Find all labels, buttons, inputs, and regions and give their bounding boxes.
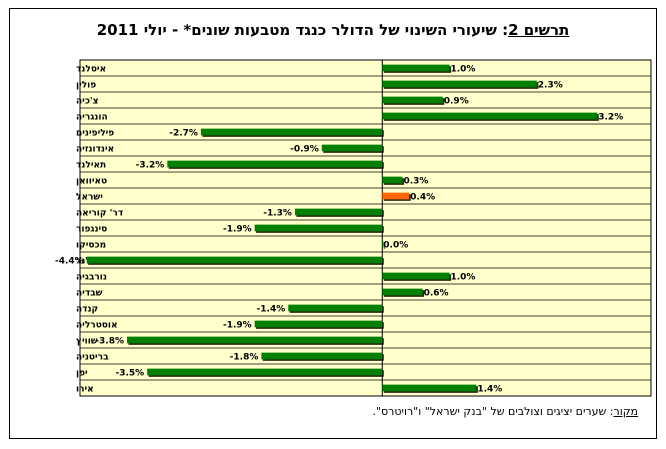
category-label: טאיוואן: [76, 177, 107, 187]
category-label: אוסטרליה: [76, 321, 118, 331]
category-label: בריטניה: [76, 353, 109, 363]
category-label: תאילנד: [76, 161, 106, 171]
category-label: סינגפור: [76, 225, 107, 235]
data-label: -3.5%: [115, 369, 144, 379]
bar: [86, 256, 383, 264]
data-label: -3.2%: [136, 161, 165, 171]
data-label: -0.9%: [290, 145, 319, 155]
data-label: -2.7%: [169, 129, 198, 139]
category-label: הונגריה: [76, 113, 108, 123]
bar: [294, 208, 383, 216]
category-label: ישראל: [76, 193, 103, 203]
bar: [147, 368, 383, 376]
category-label: קנדה: [76, 305, 98, 315]
category-label: פיליפינים: [76, 129, 114, 139]
bar: [382, 240, 384, 248]
data-label: -1.9%: [223, 321, 252, 331]
bar: [382, 64, 450, 72]
bar: [382, 176, 403, 184]
bar: [288, 304, 383, 312]
bar: [382, 112, 598, 120]
category-label: דר' קוריאה: [76, 209, 123, 219]
bar: [261, 352, 383, 360]
category-label: שוויץ: [76, 337, 98, 347]
data-label: 0.3%: [403, 177, 428, 187]
bar: [254, 224, 383, 232]
data-label: -4.4%: [55, 257, 84, 267]
data-label: 0.4%: [410, 193, 435, 203]
source-text: : שערים יציגים וצולבים של "בנק ישראל" ו"…: [372, 405, 614, 418]
bar: [382, 96, 443, 104]
bar: [321, 144, 383, 152]
data-label: 0.0%: [383, 241, 408, 251]
category-label: צ'כיה: [76, 97, 99, 107]
data-label: -1.3%: [263, 209, 292, 219]
data-label: -1.4%: [257, 305, 286, 315]
category-label: מכסיקו: [76, 241, 106, 251]
source-note: מקור: שערים יציגים וצולבים של "בנק ישראל…: [372, 405, 638, 418]
bar: [127, 336, 383, 344]
bar: [382, 272, 450, 280]
chart-title-label: תרשים 2: [508, 21, 570, 39]
category-label: נורבגיה: [76, 273, 107, 283]
bar: [254, 320, 383, 328]
category-label: פולין: [76, 81, 96, 91]
chart-title-text: : שיעורי השינוי של הדולר כנגד מטבעות שונ…: [96, 21, 509, 39]
data-label: 1.4%: [477, 385, 502, 395]
chart-title: תרשים 2: שיעורי השינוי של הדולר כנגד מטב…: [10, 21, 656, 39]
bar: [167, 160, 383, 168]
category-label: אירו: [76, 385, 94, 395]
bar: [382, 288, 423, 296]
data-label: 0.9%: [444, 97, 469, 107]
data-label: 1.0%: [450, 65, 475, 75]
source-label: מקור: [613, 405, 638, 418]
data-label: 2.3%: [538, 81, 563, 91]
data-label: -3.8%: [95, 337, 124, 347]
chart-frame: תרשים 2: שיעורי השינוי של הדולר כנגד מטב…: [9, 8, 657, 439]
bar-chart: איסלנד 1.0% פולין 2.3% צ'כיה 0.9% הונגריה 3.2% פ…: [55, 59, 652, 397]
category-label: אינדונזיה: [76, 145, 114, 155]
bar: [382, 80, 537, 88]
data-label: 0.6%: [424, 289, 449, 299]
data-label: 1.0%: [450, 273, 475, 283]
category-label: יפן: [76, 369, 88, 379]
bar: [382, 192, 410, 200]
bar: [382, 384, 477, 392]
data-label: 3.2%: [598, 113, 623, 123]
category-label: איסלנד: [76, 65, 106, 75]
bar-shadow: [383, 242, 385, 249]
category-label: שבדיה: [76, 289, 103, 299]
bar: [200, 128, 383, 136]
data-label: -1.9%: [223, 225, 252, 235]
data-label: -1.8%: [230, 353, 259, 363]
